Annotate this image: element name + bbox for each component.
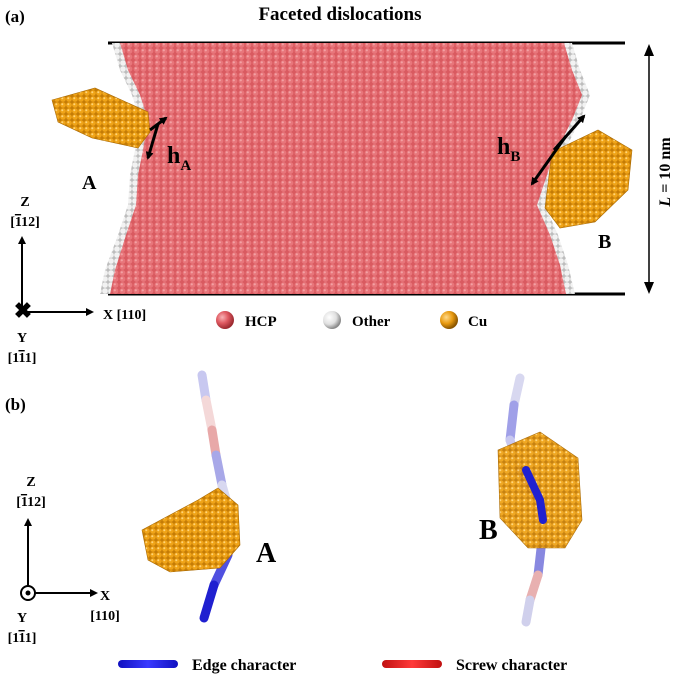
a-x-label: X [110] (103, 308, 146, 323)
panel-b-label: (b) (5, 395, 26, 414)
length-arrow-top (644, 44, 654, 56)
h-b-arrow-down (530, 135, 568, 186)
legend-other-swatch (323, 311, 341, 329)
cu-cluster-b-panel-b (497, 431, 583, 549)
cluster-b-label: B (598, 231, 611, 253)
a-y-direction: [111] (8, 351, 37, 366)
b-z-direction: [112] (16, 495, 46, 510)
h-b-label: hB (497, 134, 520, 165)
b-y-direction: [111] (8, 631, 37, 646)
legend-cu-swatch (440, 311, 458, 329)
b-x-direction: [110] (90, 609, 120, 624)
a-z-label: Z (20, 195, 29, 210)
a-z-direction: [112] (10, 215, 40, 230)
legend-other-label: Other (352, 314, 391, 330)
a-y-label: Y (17, 331, 27, 346)
b-y-axis-dot-center (25, 590, 31, 596)
h-a-arrow (145, 123, 160, 160)
length-arrow-bottom (644, 282, 654, 294)
legend-cu-label: Cu (468, 314, 487, 330)
cu-cluster-b-panel-a (141, 487, 241, 573)
a-y-axis-cross-icon: ✖ (14, 298, 32, 323)
b-z-label: Z (26, 475, 35, 490)
legend-edge-swatch (118, 660, 178, 668)
length-label: L = 10 nm (657, 137, 674, 208)
cluster-a-label: A (82, 172, 97, 194)
legend-screw-label: Screw character (456, 657, 567, 674)
panel-b-cluster-b-label: B (479, 515, 498, 546)
b-y-label: Y (17, 611, 27, 626)
panel-a-label: (a) (5, 7, 25, 26)
b-x-label: X (100, 589, 110, 604)
hcp-region (110, 43, 582, 294)
legend-edge-label: Edge character (192, 657, 296, 674)
legend-hcp-swatch (216, 311, 234, 329)
legend-hcp-label: HCP (245, 314, 277, 330)
dislocation-b-core-segment (522, 466, 547, 524)
cu-cluster-a (51, 87, 151, 149)
figure-title: Faceted dislocations (258, 4, 421, 25)
h-a-label: hA (167, 143, 191, 174)
legend-screw-swatch (382, 660, 442, 668)
panel-b-cluster-a-label: A (256, 538, 277, 569)
cu-cluster-b (544, 129, 633, 229)
